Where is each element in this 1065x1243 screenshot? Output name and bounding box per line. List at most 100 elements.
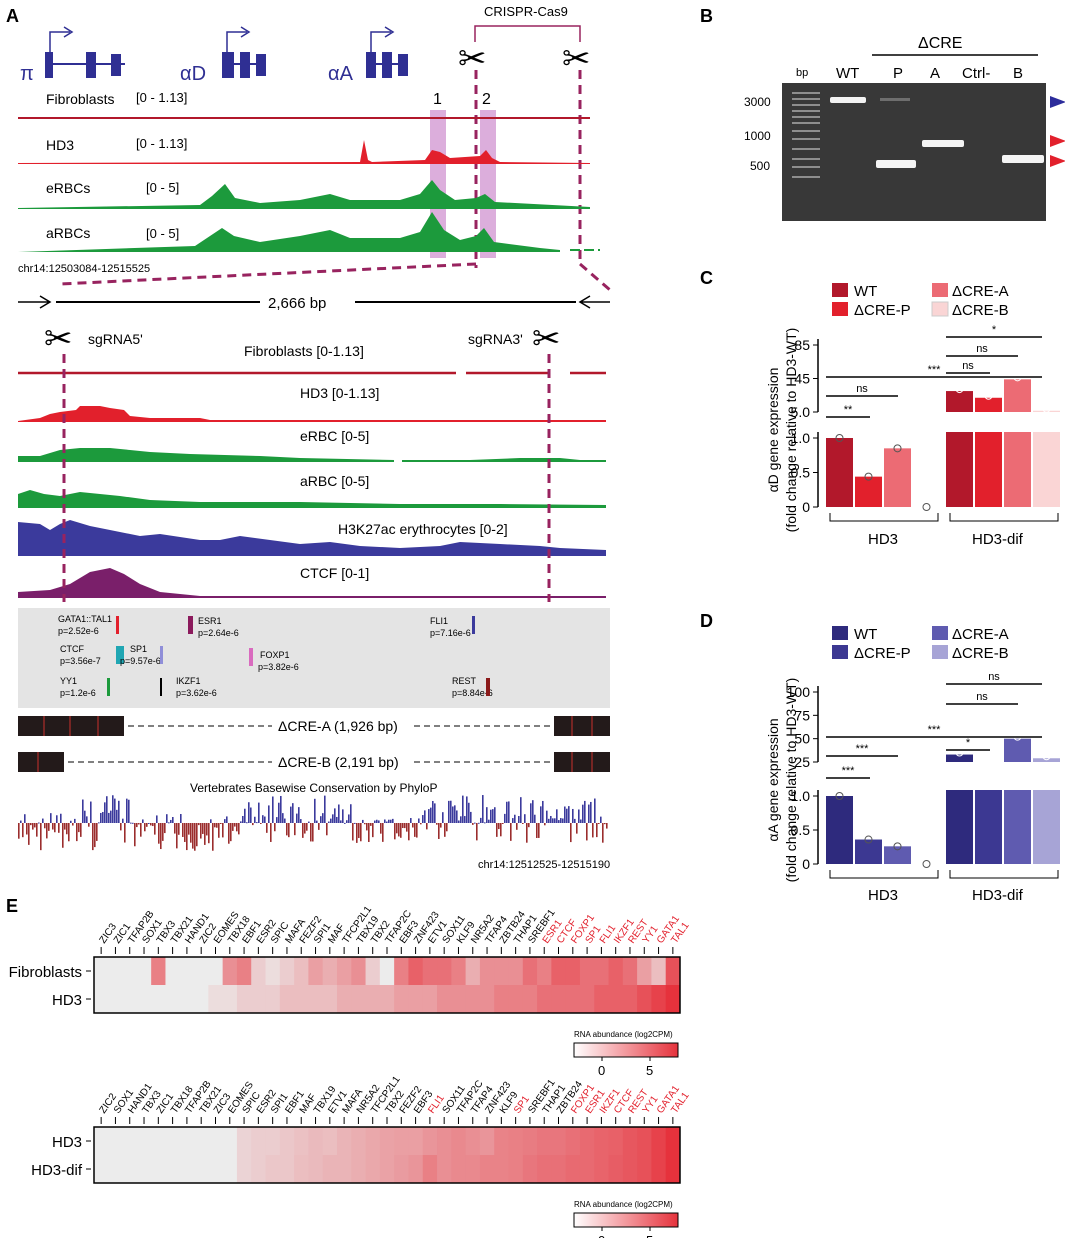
phylop-bar: [48, 823, 50, 831]
panel-d-label: D: [700, 611, 713, 631]
phylop-bar: [428, 809, 430, 823]
scissors-icon-left: ✂: [458, 40, 487, 78]
phylop-bar: [296, 813, 298, 823]
phylop-bar: [554, 818, 556, 823]
phylop-bar: [304, 823, 306, 834]
phylop-bar: [202, 823, 204, 834]
track-erbcs-range: [0 - 5]: [146, 180, 179, 195]
bar-ΔCRE-A-lower: [1004, 432, 1031, 507]
phylop-bar: [370, 823, 372, 826]
phylop-bar: [512, 818, 514, 823]
phylop-bar: [550, 815, 552, 823]
heat-cell: [222, 1155, 238, 1183]
phylop-bar: [222, 823, 224, 838]
heat-cell: [236, 1127, 252, 1155]
phylop-bar: [486, 807, 488, 823]
heat-cell: [194, 957, 209, 985]
legend-c-b: ΔCRE-B: [952, 302, 1009, 319]
heat-cell: [208, 957, 224, 985]
phylop-bar: [24, 814, 26, 823]
heat-cell: [265, 985, 281, 1013]
phylop-bar: [246, 822, 248, 824]
bar-ΔCRE-A-lower: [1004, 790, 1031, 864]
track-arbcs: [18, 212, 560, 252]
data-point: [893, 444, 902, 453]
lane-a-label: A: [930, 65, 940, 82]
heat-cell: [208, 985, 224, 1013]
heat-cell: [294, 957, 309, 985]
heat-cell: [537, 1127, 552, 1155]
phylop-bar: [64, 823, 66, 830]
heat-legend-tick: 5: [646, 1233, 653, 1238]
heat-cell: [651, 1155, 667, 1183]
y-tick-label: 100: [787, 684, 811, 700]
phylop-bar: [432, 800, 434, 823]
heat-cell: [308, 1127, 324, 1155]
bar-ΔCRE-A-upper: [1004, 379, 1031, 412]
phylop-bar: [462, 795, 464, 823]
heat-cell: [565, 1127, 581, 1155]
phylop-bar: [172, 816, 174, 823]
phylop-bar: [108, 812, 110, 823]
ylabel-c-1: αD gene expression: [765, 368, 781, 493]
gel-group-label: ΔCRE: [918, 35, 962, 52]
phylop-bar: [266, 823, 268, 833]
phylop-bar: [522, 823, 524, 824]
heat-cell: [236, 985, 252, 1013]
heat-cell: [122, 985, 138, 1013]
heat-cell: [622, 1155, 638, 1183]
heat-cell: [279, 1127, 295, 1155]
phylop-bar: [52, 823, 54, 830]
heat-cell: [94, 1127, 109, 1155]
phylop-bar: [406, 823, 408, 832]
phylop-bar: [482, 795, 484, 823]
motif-foxp1: FOXP1: [260, 650, 290, 660]
phylop-bar: [38, 822, 40, 824]
phylop-bar: [442, 812, 444, 823]
phylop-bar: [74, 818, 76, 823]
phylop-bar: [378, 820, 380, 823]
phylop-bar: [460, 816, 462, 823]
motif-rest: REST: [452, 676, 477, 686]
y-tick-label: 50: [794, 731, 810, 747]
bar-ΔCRE-B-lower: [1033, 432, 1060, 507]
phylop-bar: [308, 821, 310, 823]
heat-cell: [336, 1155, 352, 1183]
phylop-bar: [250, 807, 252, 823]
phylop-bar: [458, 820, 460, 823]
phylop-bar: [112, 795, 114, 823]
phylop-bar: [534, 814, 536, 823]
motif-gata1: GATA1::TAL1: [58, 614, 112, 624]
phylop-bar: [204, 823, 206, 845]
phylop-bar: [314, 798, 316, 823]
phylop-bar: [600, 816, 602, 823]
phylop-bar: [168, 822, 170, 824]
phylop-bar: [602, 823, 604, 843]
data-point: [893, 842, 902, 851]
phylop-bar: [46, 823, 48, 839]
panel-b-label: B: [700, 6, 713, 26]
phylop-bar: [198, 823, 200, 826]
phylop-bar: [322, 813, 324, 823]
phylop-bar: [358, 823, 360, 839]
legend-c-wt: WT: [854, 283, 877, 300]
phylop-bar: [570, 823, 572, 843]
phylop-bar: [212, 823, 214, 851]
phylop-bar: [106, 796, 108, 823]
phylop-bar: [360, 823, 362, 842]
phylop-bar: [366, 823, 368, 831]
scissors-icon-right: ✂: [562, 40, 591, 78]
phylop-bar: [350, 804, 352, 823]
y-tick-label: 0: [802, 856, 810, 872]
heat-cell: [379, 1127, 395, 1155]
heat-cell: [194, 1127, 209, 1155]
heat-cell: [251, 1127, 267, 1155]
heat-cell: [522, 1155, 538, 1183]
heat-cell: [479, 1155, 495, 1183]
phylop-bar: [208, 823, 210, 844]
bar-WT: [826, 796, 853, 864]
phylop-bar: [254, 816, 256, 823]
gel-bp-label: bp: [796, 67, 808, 79]
heat-cell: [451, 1155, 467, 1183]
